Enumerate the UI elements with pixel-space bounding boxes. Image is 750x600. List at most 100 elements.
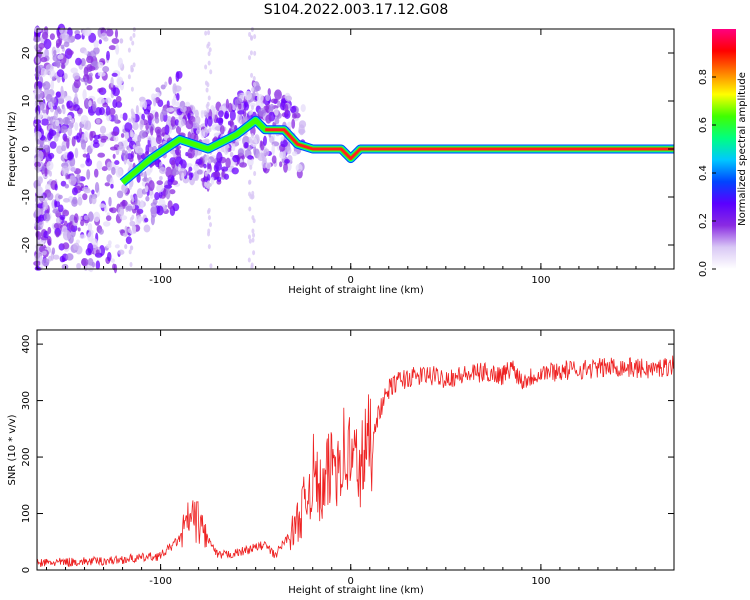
spectral-blob <box>269 103 275 111</box>
spectral-blob <box>195 158 203 165</box>
spectral-blob <box>221 166 229 172</box>
spectral-blob <box>105 243 112 249</box>
spectral-blob <box>44 167 48 177</box>
spectral-blob <box>54 183 58 191</box>
spectral-blob <box>43 230 49 239</box>
spectral-blob <box>66 151 73 161</box>
spectral-blob <box>216 151 223 163</box>
spectral-blob <box>81 257 89 267</box>
spectral-blob <box>64 95 72 102</box>
spectral-blob <box>142 177 150 182</box>
spectral-blob <box>97 152 106 158</box>
spectral-blob <box>40 118 49 126</box>
spectral-blob <box>110 183 114 189</box>
spectral-blob <box>104 204 108 213</box>
spectral-blob <box>115 168 123 178</box>
spectral-blob <box>75 173 81 184</box>
spectral-blob <box>155 87 161 93</box>
spectral-blob <box>74 147 79 159</box>
spectral-blob <box>46 160 54 171</box>
spectral-blob <box>186 163 193 168</box>
spectral-blob <box>108 131 112 138</box>
spectral-blob <box>176 92 180 101</box>
spectral-streak <box>207 215 211 221</box>
spectral-blob <box>83 50 89 56</box>
spectral-streak <box>207 60 211 66</box>
spectral-blob <box>117 145 125 151</box>
spectral-blob <box>109 146 118 151</box>
spectral-blob <box>154 192 160 201</box>
spectral-blob <box>61 140 67 152</box>
spectral-blob <box>124 122 133 133</box>
spectral-blob <box>271 155 277 164</box>
spectrogram-xtick-label: -100 <box>149 275 172 286</box>
spectral-blob <box>167 115 172 122</box>
spectral-blob <box>156 205 164 216</box>
spectral-blob <box>56 106 61 113</box>
spectral-blob <box>97 61 104 68</box>
spectral-blob <box>194 115 201 125</box>
spectral-blob <box>51 247 56 255</box>
spectral-blob <box>244 141 249 149</box>
spectral-blob <box>159 167 167 175</box>
spectral-blob <box>286 162 292 172</box>
spectral-blob <box>193 163 199 172</box>
spectral-streak <box>127 47 131 53</box>
spectral-blob <box>49 33 55 41</box>
spectral-blob <box>62 209 70 217</box>
spectral-blob <box>78 215 82 221</box>
spectral-streak <box>250 35 254 41</box>
spectral-blob <box>149 189 155 200</box>
spectral-blob <box>175 148 181 156</box>
spectral-blob <box>91 189 95 195</box>
spectral-blob <box>76 262 81 270</box>
spectral-blob <box>114 244 120 249</box>
spectral-blob <box>167 200 173 210</box>
spectral-blob <box>99 125 107 134</box>
spectral-blob <box>262 156 267 163</box>
spectral-blob <box>41 257 50 267</box>
spectral-blob <box>225 157 231 169</box>
spectral-blob <box>80 58 86 67</box>
spectral-blob <box>62 242 70 250</box>
spectral-blob <box>175 125 182 134</box>
spectral-blob <box>116 190 124 199</box>
spectral-blob <box>77 196 83 206</box>
spectral-blob <box>82 153 88 158</box>
spectral-streak <box>249 164 253 170</box>
spectral-blob <box>111 131 119 136</box>
spectral-blob <box>117 249 125 255</box>
spectral-blob <box>60 44 65 49</box>
spectrogram-x-axis-label: Height of straight line (km) <box>288 285 424 296</box>
spectral-blob <box>92 100 97 112</box>
spectral-blob <box>147 113 154 121</box>
spectral-blob <box>82 28 88 37</box>
spectral-blob <box>106 161 112 171</box>
spectral-blob <box>38 194 46 202</box>
spectral-streak <box>248 206 252 212</box>
spectral-blob <box>219 124 225 135</box>
spectral-blob <box>48 128 54 140</box>
spectral-blob <box>66 174 71 180</box>
spectral-blob <box>239 162 247 168</box>
spectral-blob <box>80 219 85 227</box>
spectral-streak <box>253 34 257 40</box>
spectral-blob <box>53 49 57 55</box>
spectral-blob <box>188 166 193 172</box>
spectral-blob <box>125 205 133 211</box>
spectral-blob <box>129 157 134 163</box>
spectrogram-ytick-label: 10 <box>21 95 32 108</box>
spectral-blob <box>124 131 130 140</box>
spectral-blob <box>104 182 111 187</box>
spectral-blob <box>74 33 82 40</box>
spectral-streak <box>132 62 136 68</box>
spectral-blob <box>102 103 109 108</box>
spectral-blob <box>84 120 92 131</box>
spectral-blob <box>39 92 44 98</box>
spectral-blob <box>72 196 78 205</box>
colorbar-tick-label: 0.2 <box>698 213 709 229</box>
spectral-blob <box>190 132 197 140</box>
spectral-blob <box>64 183 70 189</box>
spectral-blob <box>35 186 44 197</box>
